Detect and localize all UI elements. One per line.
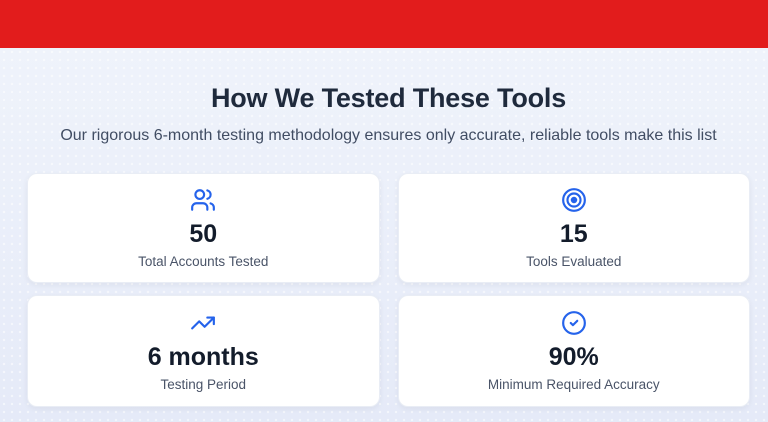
- stat-card-minimum-accuracy: 90% Minimum Required Accuracy: [397, 295, 750, 407]
- stats-grid: 50 Total Accounts Tested 15 Tools Evalua…: [27, 173, 750, 407]
- stat-label: Total Accounts Tested: [138, 253, 269, 269]
- stat-label: Minimum Required Accuracy: [487, 376, 660, 392]
- testing-methodology-section: How We Tested These Tools Our rigorous 6…: [0, 48, 768, 422]
- section-title: How We Tested These Tools: [210, 83, 567, 113]
- stat-card-tools-evaluated: 15 Tools Evaluated: [397, 173, 750, 283]
- check-circle-icon: [561, 310, 587, 336]
- stat-value: 15: [559, 219, 588, 248]
- stat-card-testing-period: 6 months Testing Period: [27, 295, 380, 407]
- section-subtitle: Our rigorous 6-month testing methodology…: [60, 127, 717, 144]
- stat-card-total-accounts-tested: 50 Total Accounts Tested: [27, 173, 380, 283]
- stat-value: 90%: [548, 342, 599, 371]
- top-banner: [0, 0, 768, 48]
- banner-dotted-edge: [105, 48, 768, 52]
- users-icon: [190, 187, 216, 213]
- stat-label: Testing Period: [160, 376, 247, 392]
- stat-value: 50: [189, 219, 218, 248]
- stat-label: Tools Evaluated: [526, 253, 622, 269]
- stat-value: 6 months: [147, 342, 259, 371]
- trending-up-icon: [190, 310, 216, 336]
- target-icon: [561, 187, 587, 213]
